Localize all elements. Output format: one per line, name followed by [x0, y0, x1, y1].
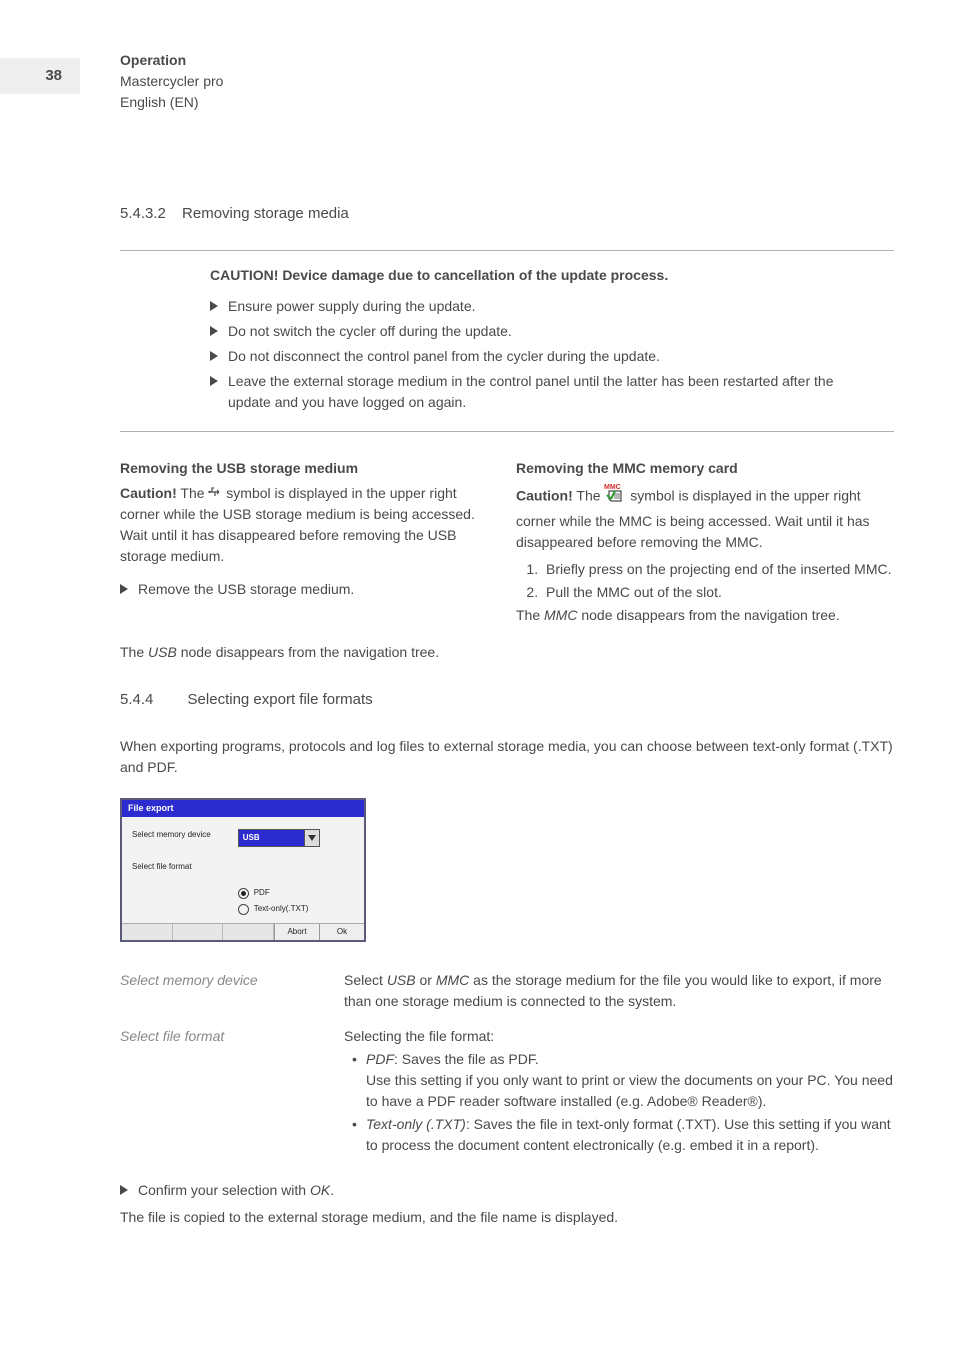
- file-export-dialog: File export Select memory device USB Sel…: [120, 798, 366, 943]
- dialog-button-bar: Abort Ok: [122, 923, 364, 940]
- abort-button[interactable]: Abort: [274, 924, 319, 940]
- caution-text: Ensure power supply during the update.: [228, 296, 876, 317]
- triangle-icon: [210, 326, 228, 336]
- memory-device-select[interactable]: USB: [238, 829, 320, 847]
- heading-5-4-3-2: 5.4.3.2 Removing storage media: [120, 203, 894, 226]
- radio-icon: [238, 904, 249, 915]
- def-pdf: PDF: Saves the file as PDF. Use this set…: [366, 1049, 894, 1112]
- caution-text: Leave the external storage medium in the…: [228, 371, 876, 413]
- header-product: Mastercycler pro: [120, 71, 894, 92]
- radio-pdf[interactable]: PDF: [238, 887, 354, 899]
- triangle-icon: [210, 301, 228, 311]
- def-memory-device: Select USB or MMC as the storage medium …: [344, 970, 894, 1012]
- confirm-step: Confirm your selection with OK.: [120, 1180, 894, 1201]
- def-txt: Text-only (.TXT): Saves the file in text…: [366, 1114, 894, 1156]
- usb-heading: Removing the USB storage medium: [120, 458, 498, 479]
- term-memory-device: Select memory device: [120, 970, 340, 1012]
- confirm-text: Confirm your selection with OK.: [138, 1180, 894, 1201]
- file-format-label: Select file format: [132, 861, 238, 873]
- mmc-result: The MMC node disappears from the navigat…: [516, 605, 894, 626]
- header-section: Operation: [120, 50, 894, 71]
- section-intro: When exporting programs, protocols and l…: [120, 736, 894, 778]
- caution-text: Do not disconnect the control panel from…: [228, 346, 876, 367]
- radio-label: PDF: [254, 887, 270, 899]
- page-number-tab: 38: [0, 58, 80, 94]
- header-language: English (EN): [120, 92, 894, 113]
- usb-step: Remove the USB storage medium.: [120, 579, 498, 600]
- heading-number: 5.4.3.2: [120, 203, 166, 226]
- caution-item: Do not disconnect the control panel from…: [210, 346, 876, 367]
- button-spacer: [122, 924, 274, 940]
- radio-icon: [238, 888, 249, 899]
- def-file-format: Selecting the file format: PDF: Saves th…: [344, 1026, 894, 1158]
- radio-label: Text-only(.TXT): [254, 903, 309, 915]
- usb-result: The USB node disappears from the navigat…: [120, 642, 498, 663]
- mmc-icon: MMC: [604, 481, 626, 509]
- memory-device-label: Select memory device: [132, 829, 238, 847]
- radio-txt[interactable]: Text-only(.TXT): [238, 903, 354, 915]
- ok-button[interactable]: Ok: [319, 924, 364, 940]
- two-column-block: Removing the USB storage medium Caution!…: [120, 458, 894, 664]
- heading-number: 5.4.4: [120, 689, 153, 712]
- def-intro: Selecting the file format:: [344, 1026, 894, 1047]
- usb-caution-text: Caution! The symbol is displayed in the …: [120, 483, 498, 568]
- usb-icon: [208, 483, 222, 504]
- mmc-step: Pull the MMC out of the slot.: [542, 582, 894, 603]
- page-number: 38: [45, 65, 62, 88]
- dialog-body: Select memory device USB Select file for…: [122, 817, 364, 923]
- select-value: USB: [239, 830, 304, 846]
- triangle-icon: [120, 1185, 138, 1195]
- heading-5-4-4: 5.4.4 Selecting export file formats: [120, 689, 894, 712]
- mmc-caution-text: Caution! The MMC symbol is displayed in …: [516, 483, 894, 553]
- mmc-steps: Briefly press on the projecting end of t…: [516, 559, 894, 603]
- caution-box: CAUTION! Device damage due to cancellati…: [120, 250, 894, 432]
- page: 38 Operation Mastercycler pro English (E…: [0, 0, 954, 1350]
- heading-title: Selecting export file formats: [188, 691, 373, 708]
- dialog-title: File export: [122, 800, 364, 818]
- triangle-icon: [210, 351, 228, 361]
- dialog-screenshot: File export Select memory device USB Sel…: [120, 798, 894, 943]
- svg-text:MMC: MMC: [604, 484, 621, 491]
- triangle-icon: [210, 376, 228, 386]
- heading-title: Removing storage media: [182, 205, 349, 222]
- usb-step-text: Remove the USB storage medium.: [138, 579, 498, 600]
- usb-column: Removing the USB storage medium Caution!…: [120, 458, 498, 664]
- caution-item: Do not switch the cycler off during the …: [210, 321, 876, 342]
- triangle-icon: [120, 584, 138, 594]
- caution-label: Caution!: [120, 485, 177, 501]
- description-table: Select memory device Select USB or MMC a…: [120, 970, 894, 1158]
- chevron-down-icon[interactable]: [304, 830, 319, 846]
- mmc-column: Removing the MMC memory card Caution! Th…: [516, 458, 894, 664]
- caution-title: CAUTION! Device damage due to cancellati…: [210, 265, 876, 286]
- mmc-heading: Removing the MMC memory card: [516, 458, 894, 479]
- term-file-format: Select file format: [120, 1026, 340, 1158]
- mmc-step: Briefly press on the projecting end of t…: [542, 559, 894, 580]
- running-header: Operation Mastercycler pro English (EN): [120, 50, 894, 113]
- caution-item: Ensure power supply during the update.: [210, 296, 876, 317]
- final-text: The file is copied to the external stora…: [120, 1207, 894, 1228]
- file-format-radios: PDF Text-only(.TXT): [238, 887, 354, 919]
- caution-label: Caution!: [516, 487, 573, 503]
- caution-list: Ensure power supply during the update. D…: [210, 296, 876, 413]
- caution-item: Leave the external storage medium in the…: [210, 371, 876, 413]
- caution-text: Do not switch the cycler off during the …: [228, 321, 876, 342]
